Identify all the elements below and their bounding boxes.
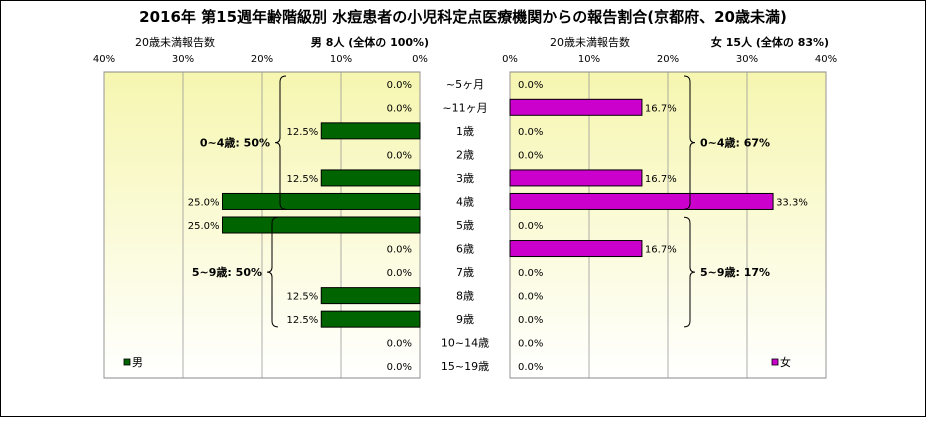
data-label: 16.7% [645, 245, 677, 256]
group-brace [266, 216, 279, 328]
group-brace [683, 216, 696, 328]
bar [222, 216, 421, 234]
data-label: 0.0% [387, 362, 412, 373]
category-label: ~11ヶ月 [442, 101, 487, 114]
group-brace [683, 75, 696, 210]
category-label: 6歳 [456, 243, 474, 256]
legend-swatch [123, 358, 131, 366]
category-label: 4歳 [456, 195, 474, 208]
data-label: 0.0% [518, 80, 543, 91]
data-label: 0.0% [518, 315, 543, 326]
bar [509, 192, 774, 210]
x-tick-label: 40% [815, 54, 837, 65]
data-label: 0.0% [387, 339, 412, 350]
chart-title: 2016年 第15週年齢階級別 水痘患者の小児科定点医療機関からの報告割合(京都… [139, 8, 787, 26]
data-label: 12.5% [286, 315, 318, 326]
bar [320, 122, 421, 140]
x-tick-label: 10% [330, 54, 352, 65]
data-label: 0.0% [518, 292, 543, 303]
data-label: 16.7% [645, 103, 677, 114]
data-label: 0.0% [518, 362, 543, 373]
panel-header-right: 男 8人 (全体の 100%) [311, 35, 429, 49]
x-tick-label: 0% [412, 54, 428, 65]
category-label: 1歳 [456, 125, 474, 138]
category-label: 9歳 [456, 313, 474, 326]
data-label: 0.0% [387, 103, 412, 114]
category-label: 8歳 [456, 290, 474, 303]
data-label: 12.5% [286, 174, 318, 185]
data-label: 0.0% [518, 127, 543, 138]
data-label: 0.0% [518, 221, 543, 232]
panel-header-left: 20歳未満報告数 [135, 36, 215, 49]
category-label: 2歳 [456, 148, 474, 161]
data-label: 16.7% [645, 174, 677, 185]
x-tick-label: 10% [578, 54, 600, 65]
x-tick-label: 30% [736, 54, 758, 65]
data-label: 0.0% [518, 150, 543, 161]
group-label: 5~9歳: 50% [192, 265, 262, 279]
bar [320, 287, 421, 305]
x-tick-label: 20% [657, 54, 679, 65]
data-label: 12.5% [286, 292, 318, 303]
bar [509, 240, 643, 258]
legend-label: 女 [780, 355, 791, 369]
data-label: 0.0% [387, 80, 412, 91]
x-tick-label: 20% [251, 54, 273, 65]
bar [222, 192, 421, 210]
category-label: 3歳 [456, 172, 474, 185]
group-label: 0~4歳: 67% [700, 136, 770, 150]
data-label: 33.3% [776, 197, 808, 208]
group-label: 5~9歳: 17% [700, 265, 770, 279]
bar [320, 169, 421, 187]
x-tick-label: 0% [502, 54, 518, 65]
data-label: 0.0% [387, 245, 412, 256]
data-label: 25.0% [188, 221, 220, 232]
data-label: 0.0% [518, 339, 543, 350]
data-label: 0.0% [518, 268, 543, 279]
category-label: 5歳 [456, 219, 474, 232]
bar [509, 98, 643, 116]
x-tick-label: 40% [93, 54, 115, 65]
legend-label: 男 [132, 356, 143, 369]
category-label: 15~19歳 [441, 360, 489, 373]
group-brace [274, 75, 287, 210]
group-label: 0~4歳: 50% [200, 136, 270, 150]
data-label: 25.0% [188, 197, 220, 208]
data-label: 0.0% [387, 150, 412, 161]
x-tick-label: 30% [172, 54, 194, 65]
panel-header-right: 女 15人 (全体の 83%) [711, 35, 829, 49]
bar [320, 310, 421, 328]
data-label: 0.0% [387, 268, 412, 279]
data-label: 12.5% [286, 127, 318, 138]
panel-header-left: 20歳未満報告数 [550, 36, 630, 49]
category-label: 10~14歳 [441, 337, 489, 350]
category-label: ~5ヶ月 [446, 78, 484, 91]
legend-swatch [771, 358, 779, 366]
category-label: 7歳 [456, 266, 474, 279]
bar [509, 169, 643, 187]
